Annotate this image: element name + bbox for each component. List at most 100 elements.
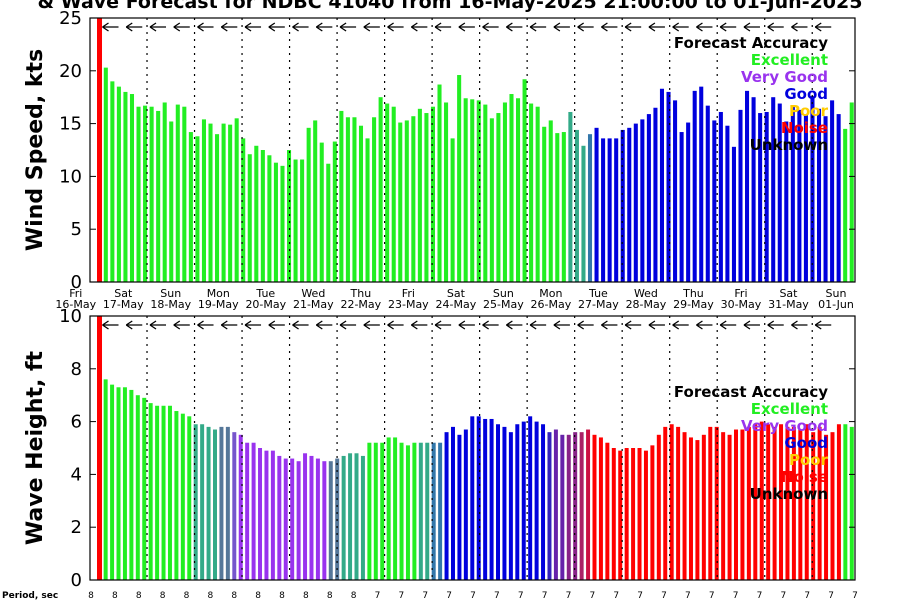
- bar: [148, 403, 153, 580]
- bar: [188, 132, 193, 282]
- bar: [404, 120, 409, 282]
- bar: [843, 128, 848, 282]
- time-arrow-head: [529, 320, 537, 330]
- bar: [225, 426, 230, 580]
- period-value: 7: [781, 591, 787, 600]
- bar: [705, 105, 710, 282]
- time-arrow-head: [601, 320, 608, 330]
- bar: [535, 106, 540, 282]
- bar: [483, 104, 488, 282]
- bar: [553, 429, 558, 580]
- bar: [568, 111, 573, 282]
- legend-item: Noise: [781, 119, 828, 137]
- period-value: 8: [208, 591, 214, 600]
- time-arrow-head: [719, 320, 727, 330]
- time-arrow-head: [173, 22, 181, 32]
- bar: [219, 426, 224, 580]
- period-value: 7: [637, 591, 643, 600]
- legend-item: Excellent: [751, 51, 828, 69]
- legend-item: Very Good: [741, 68, 828, 86]
- period-value: 7: [566, 591, 572, 600]
- bar: [103, 379, 108, 580]
- bar: [650, 445, 655, 580]
- bar: [830, 100, 835, 282]
- bar: [521, 421, 526, 580]
- plot-frame: [89, 315, 856, 581]
- bar: [169, 121, 174, 282]
- time-arrow-head: [387, 320, 394, 330]
- day-date: 25-May: [483, 298, 524, 311]
- bar: [836, 114, 841, 282]
- time-arrow-head: [410, 22, 418, 32]
- bar: [764, 111, 769, 282]
- period-value: 7: [399, 591, 405, 600]
- bar: [393, 437, 398, 580]
- bar: [566, 434, 571, 580]
- day-date: 29-May: [673, 298, 714, 311]
- time-arrow-head: [648, 22, 656, 32]
- day-of-week: Wed: [301, 287, 325, 300]
- time-arrow-head: [363, 320, 371, 330]
- time-arrow-head: [529, 22, 537, 32]
- bar: [116, 387, 121, 580]
- day-of-week: Thu: [350, 287, 372, 300]
- bar: [738, 109, 743, 282]
- period-value: 7: [613, 591, 619, 600]
- day-of-week: Fri: [734, 287, 747, 300]
- period-value: 8: [327, 591, 333, 600]
- bar: [586, 429, 591, 580]
- bar: [656, 434, 661, 580]
- bar: [631, 448, 636, 580]
- bar: [283, 458, 288, 580]
- day-of-week: Fri: [69, 287, 82, 300]
- time-arrow-head: [173, 320, 181, 330]
- bar: [201, 119, 206, 282]
- legend-item: Good: [784, 85, 828, 103]
- wind-speed-panel: 0 5 10 15 20 25 Wind Speed, kts Forecast Accura…: [23, 8, 856, 293]
- bar: [354, 453, 359, 580]
- bar: [110, 81, 115, 282]
- bar: [766, 424, 771, 580]
- bar: [411, 116, 416, 282]
- time-arrow-head: [506, 22, 513, 32]
- plot-frame: [89, 17, 856, 283]
- day-date: 16-May: [55, 298, 96, 311]
- bar: [679, 132, 684, 282]
- bar: [380, 442, 385, 580]
- time-arrow-head: [506, 320, 513, 330]
- bar: [273, 162, 278, 282]
- bar: [234, 118, 239, 282]
- bar: [303, 453, 308, 580]
- time-arrow-head: [791, 22, 798, 32]
- y-tick-label: 10: [59, 306, 82, 327]
- bar: [607, 138, 612, 282]
- bar: [129, 389, 134, 580]
- period-value: 8: [231, 591, 237, 600]
- period-value: 8: [351, 591, 357, 600]
- chart-title: & Wave Forecast for NDBC 41040 from 16-M…: [38, 0, 863, 13]
- time-arrow-head: [553, 320, 561, 330]
- bar: [836, 424, 841, 580]
- time-arrow-head: [577, 320, 585, 330]
- y-tick-label: 0: [71, 570, 82, 591]
- bar: [611, 448, 616, 580]
- bar: [830, 432, 835, 580]
- bar: [560, 434, 565, 580]
- bar: [594, 127, 599, 282]
- bar: [784, 121, 789, 282]
- day-of-week: Sun: [493, 287, 514, 300]
- period-value: 8: [136, 591, 142, 600]
- bar: [345, 117, 350, 282]
- bar: [174, 411, 179, 580]
- bar: [372, 117, 377, 282]
- bar: [187, 416, 192, 580]
- day-of-week: Mon: [207, 287, 230, 300]
- bar: [300, 159, 305, 282]
- bar: [180, 413, 185, 580]
- y-tick-label: 0: [71, 272, 82, 293]
- bar: [614, 138, 619, 282]
- time-arrow-head: [791, 320, 798, 330]
- bar: [508, 432, 513, 580]
- legend-item: Unknown: [750, 136, 828, 154]
- bar: [721, 432, 726, 580]
